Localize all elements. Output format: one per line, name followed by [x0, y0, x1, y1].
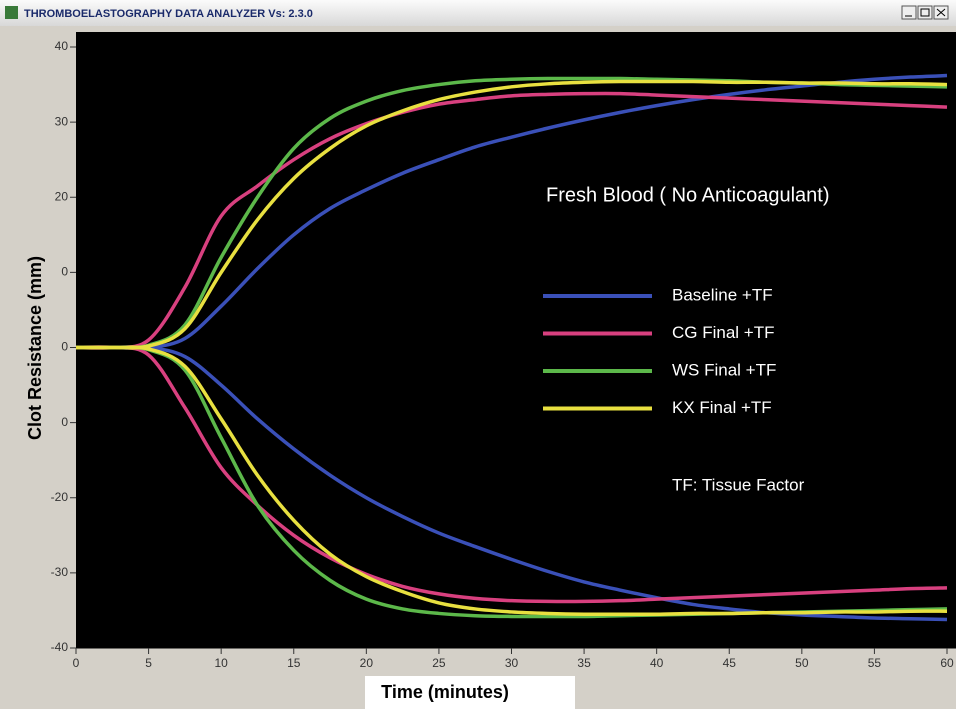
- x-axis-label: Time (minutes): [381, 682, 509, 702]
- x-tick-label: 25: [432, 656, 446, 670]
- close-icon: [936, 8, 946, 17]
- x-tick-label: 50: [795, 656, 809, 670]
- annotation: TF: Tissue Factor: [672, 475, 805, 494]
- x-tick-label: 35: [577, 656, 591, 670]
- legend-label: Baseline +TF: [672, 285, 773, 304]
- series-line: [76, 73, 948, 350]
- x-tick-label: 5: [145, 656, 152, 670]
- legend-label: KX Final +TF: [672, 398, 772, 417]
- y-tick-label: 30: [55, 114, 69, 128]
- window-buttons[interactable]: [901, 5, 949, 20]
- x-tick-label: 0: [73, 656, 80, 670]
- y-tick-label: -20: [51, 490, 69, 504]
- y-tick-label: 0: [61, 265, 68, 279]
- series-line: [75, 345, 948, 604]
- x-tick-label: 60: [940, 656, 954, 670]
- y-tick-label: 0: [61, 340, 68, 354]
- y-tick-label: 0: [61, 415, 68, 429]
- plot-area: [76, 32, 956, 648]
- y-axis-label: Clot Resistance (mm): [25, 256, 45, 440]
- minimize-button[interactable]: [901, 5, 917, 20]
- x-label-box: [365, 676, 575, 709]
- x-tick-label: 15: [287, 656, 301, 670]
- x-tick-label: 20: [360, 656, 374, 670]
- window-title: THROMBOELASTOGRAPHY DATA ANALYZER Vs: 2.…: [24, 8, 313, 20]
- maximize-button[interactable]: [917, 5, 933, 20]
- series-line: [75, 91, 948, 350]
- annotation: Fresh Blood ( No Anticoagulant): [546, 184, 830, 206]
- series-line: [75, 345, 948, 616]
- y-tick-label: 40: [55, 39, 69, 53]
- y-tick-label: -30: [51, 565, 69, 579]
- x-tick-label: 30: [505, 656, 519, 670]
- x-tick-label: 10: [214, 656, 228, 670]
- x-tick-label: 55: [868, 656, 882, 670]
- x-tick-label: 45: [723, 656, 737, 670]
- title-bar: [0, 0, 956, 26]
- app-icon: [5, 6, 18, 19]
- y-tick-label: 20: [55, 189, 69, 203]
- series-line: [75, 79, 948, 350]
- legend-label: WS Final +TF: [672, 360, 776, 379]
- maximize-icon: [920, 8, 930, 17]
- y-tick-label: -40: [51, 640, 69, 654]
- series-line: [76, 345, 948, 622]
- legend-label: CG Final +TF: [672, 323, 775, 342]
- x-tick-label: 40: [650, 656, 664, 670]
